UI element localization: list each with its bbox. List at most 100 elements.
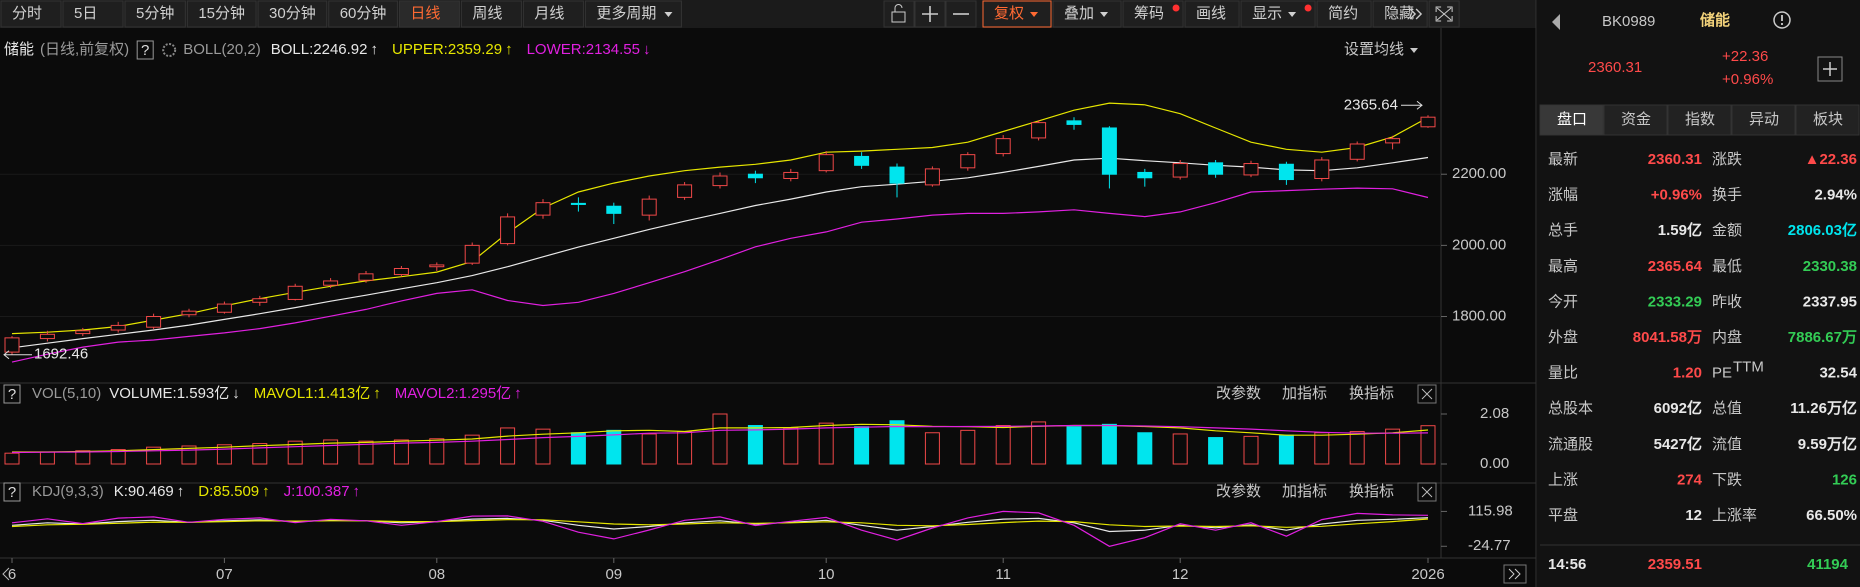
candle-body — [1314, 159, 1330, 179]
candle-body — [1101, 127, 1117, 175]
period-button[interactable]: 15分钟 — [198, 5, 245, 22]
y-tick-label: 2.08 — [1480, 405, 1509, 422]
help-icon[interactable]: ? — [8, 484, 16, 501]
tool-button[interactable]: 筹码 — [1134, 5, 1164, 22]
tool-button[interactable]: 简约 — [1328, 5, 1358, 22]
tool-button[interactable]: 复权 — [994, 4, 1024, 22]
period-button[interactable]: 30分钟 — [269, 5, 316, 22]
quote-label: 最高 — [1548, 258, 1578, 275]
tab-label[interactable]: 指数 — [1685, 111, 1715, 128]
period-button[interactable]: 分时 — [12, 5, 42, 22]
quote-label: 总手 — [1548, 222, 1578, 239]
dropdown-arrow — [1288, 12, 1297, 17]
plus-icon — [922, 6, 938, 22]
panel-button[interactable]: 改参数 — [1216, 483, 1261, 500]
fullscreen-button[interactable] — [1428, 0, 1460, 28]
quote-value: 6092亿 — [1654, 399, 1702, 417]
settings-button[interactable]: 设置均线 — [1344, 41, 1404, 58]
tab-bg[interactable] — [1731, 104, 1796, 136]
tool-button[interactable]: 显示 — [1252, 5, 1282, 22]
panel-button[interactable]: 加指标 — [1282, 483, 1327, 500]
tab-label[interactable]: 盘口 — [1557, 110, 1587, 128]
quote-label: PE — [1712, 365, 1732, 382]
panel-button[interactable]: 换指标 — [1349, 385, 1394, 402]
volume-bar — [358, 440, 374, 465]
quote-label: 上涨 — [1548, 471, 1578, 488]
help-button[interactable] — [136, 40, 154, 60]
y-tick-label: -24.77 — [1468, 537, 1511, 554]
help-icon[interactable]: ? — [141, 42, 149, 59]
period-button[interactable]: 周线 — [472, 5, 502, 22]
close-button[interactable] — [1417, 384, 1437, 404]
tab-bg[interactable] — [1603, 104, 1668, 136]
tab-bg[interactable] — [1795, 104, 1860, 136]
tab-label[interactable]: 板块 — [1813, 110, 1843, 128]
candle-body — [252, 298, 268, 303]
quote-value: 7886.67万 — [1788, 329, 1857, 346]
period-button[interactable]: 月线 — [534, 5, 564, 22]
x-tick-label: 08 — [428, 566, 445, 583]
quote-label: 量比 — [1548, 365, 1578, 382]
close-button[interactable] — [1417, 482, 1437, 502]
volume-bar — [783, 427, 799, 465]
add-button[interactable] — [1817, 56, 1843, 82]
tick-volume: 41194 — [1807, 556, 1849, 573]
scroll-right — [1508, 568, 1521, 580]
volume-bar — [1349, 431, 1365, 465]
quote-label: 内盘 — [1712, 328, 1742, 346]
stock-name: 储能 — [1700, 11, 1730, 29]
candle-body — [924, 168, 940, 186]
help-button[interactable] — [3, 384, 21, 404]
volume-bar — [1278, 434, 1294, 465]
help-button[interactable] — [3, 482, 21, 502]
panel-button[interactable]: 换指标 — [1349, 483, 1394, 500]
legend-entry: LOWER:2134.55 — [527, 41, 640, 58]
quote-value: 5427亿 — [1654, 435, 1702, 453]
add-icon — [1823, 62, 1837, 76]
legend-trend: ↑ — [514, 385, 522, 402]
scroll-right-button[interactable] — [1503, 564, 1527, 584]
tab-label[interactable]: 异动 — [1749, 111, 1779, 128]
candle-body — [1420, 116, 1436, 128]
period-button[interactable]: 60分钟 — [340, 5, 387, 22]
annotation-arrow — [1401, 100, 1423, 110]
tab-bg[interactable] — [1667, 104, 1732, 136]
tab-label[interactable]: 资金 — [1621, 111, 1651, 128]
candle-body — [889, 166, 905, 184]
candle-body — [677, 184, 693, 198]
tool-button[interactable]: 画线 — [1196, 5, 1226, 22]
period-button[interactable]: 日线 — [410, 5, 440, 22]
scroll-left — [2, 567, 10, 581]
quote-label: 下跌 — [1712, 471, 1742, 488]
candle-body — [1385, 138, 1401, 144]
panel-button[interactable]: 加指标 — [1282, 385, 1327, 402]
candle-body — [783, 171, 799, 179]
close-icon — [1421, 486, 1433, 498]
quote-value: 2333.29 — [1648, 293, 1702, 310]
help-icon[interactable]: ? — [8, 386, 16, 403]
period-button[interactable]: 5日 — [74, 5, 97, 22]
icon-button[interactable] — [914, 0, 946, 28]
period-button-bg — [522, 0, 584, 28]
quote-label-sup: TTM — [1733, 359, 1764, 376]
legend-entry: K:90.469 — [114, 483, 174, 500]
candle-body — [641, 198, 657, 216]
legend-entry: VOLUME:1.593亿 — [109, 385, 229, 402]
annotation-arrow — [3, 350, 32, 360]
period-button-bg — [186, 0, 257, 28]
tool-button[interactable]: 隐藏 — [1384, 5, 1414, 22]
quote-label: 金额 — [1712, 222, 1742, 239]
legend-trend: ↓ — [643, 41, 651, 58]
tab-bg[interactable] — [1539, 104, 1604, 136]
period-button[interactable]: 更多周期 — [596, 5, 656, 22]
volume-bar — [39, 451, 55, 465]
icon-button[interactable] — [883, 0, 915, 28]
volume-bar — [429, 438, 445, 465]
period-button-bg — [62, 0, 124, 28]
period-button[interactable]: 5分钟 — [136, 5, 174, 22]
panel-button[interactable]: 改参数 — [1216, 385, 1261, 402]
tool-button[interactable]: 叠加 — [1064, 5, 1094, 22]
candle-body — [393, 267, 409, 276]
candle-body — [854, 155, 870, 166]
tool-button-bg — [1372, 0, 1428, 28]
